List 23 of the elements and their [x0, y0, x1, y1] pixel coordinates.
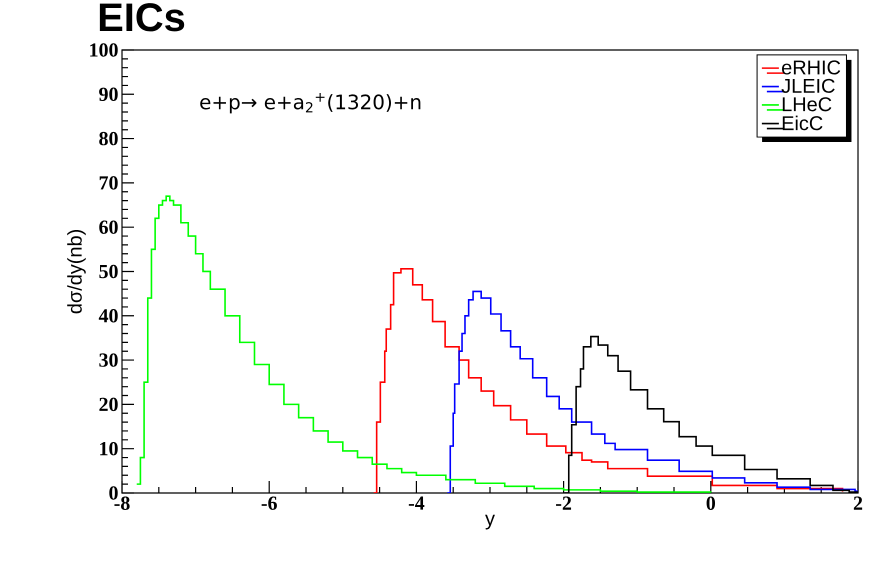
- y-tick-label: 80: [99, 132, 118, 146]
- legend-label: EicC: [782, 116, 822, 130]
- y-tick-label: 90: [99, 88, 118, 101]
- y-tick-label: 100: [90, 43, 118, 57]
- x-axis-title: y: [485, 514, 495, 530]
- y-tick-label: 60: [99, 220, 118, 234]
- y-tick-label: 40: [98, 309, 118, 322]
- x-tick-label: -2: [556, 496, 572, 510]
- legend-label: eRHIC: [782, 60, 840, 75]
- legend-label: LHeC: [782, 97, 832, 112]
- y-tick-label: 10: [100, 442, 118, 456]
- x-tick-label: 2: [854, 496, 862, 510]
- annotation: e+p→ e+a$_{2}$$^{+}$(1320)+n: [200, 92, 420, 114]
- y-tick-label: 70: [100, 176, 118, 190]
- legend-label: JLEIC: [781, 78, 835, 93]
- y-tick-label: 50: [99, 264, 118, 278]
- x-tick-label: -6: [262, 496, 277, 510]
- y-tick-label: 30: [99, 353, 118, 367]
- y-axis-title: dσ/dy(nb): [67, 230, 86, 314]
- x-tick-label: 0: [706, 496, 716, 510]
- chart-title: EICs: [100, 3, 184, 32]
- x-tick-label: -4: [408, 496, 424, 510]
- y-tick-label: 20: [99, 398, 118, 412]
